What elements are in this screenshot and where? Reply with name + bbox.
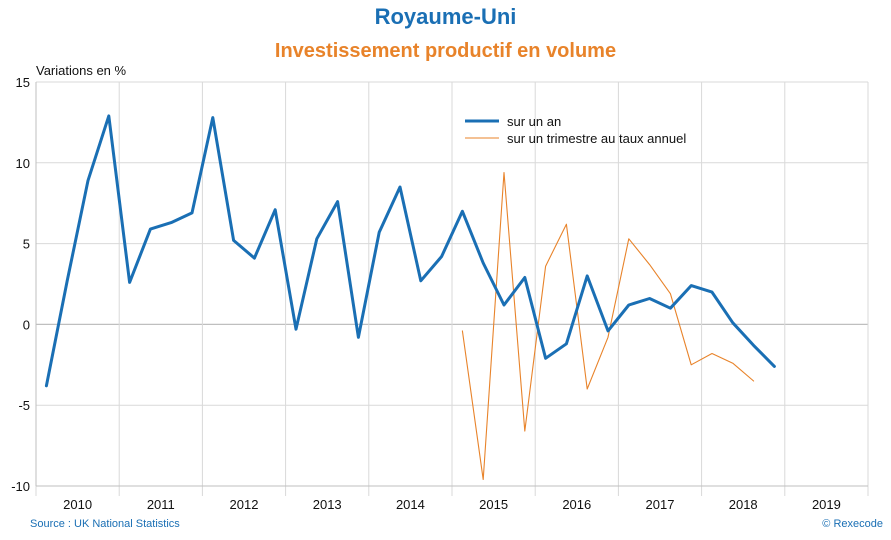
y-axis-label: Variations en % — [36, 63, 127, 78]
legend: sur un an sur un trimestre au taux annuel — [465, 114, 686, 146]
axes: 15 10 5 0 -5 -10 2010 2011 2012 2013 2014 2015 2016 2… — [11, 75, 868, 512]
source-note: Source : UK National Statistics — [30, 518, 180, 530]
series-line-annual — [44, 114, 776, 388]
x-tick-label: 2014 — [396, 497, 425, 512]
x-tick-label: 2013 — [313, 497, 342, 512]
x-tick-label: 2019 — [812, 497, 841, 512]
x-tick-label: 2017 — [646, 497, 675, 512]
legend-label: sur un an — [507, 114, 561, 129]
y-tick-label: -10 — [11, 479, 30, 494]
y-tick-label: 5 — [23, 237, 30, 252]
y-tick-label: 0 — [23, 317, 30, 332]
x-tick-label: 2012 — [230, 497, 259, 512]
copyright-credit: © Rexecode — [822, 518, 883, 530]
series-line-quarterly — [461, 171, 755, 481]
y-tick-label: -5 — [18, 398, 30, 413]
legend-label: sur un trimestre au taux annuel — [507, 131, 686, 146]
chart-subtitle: Investissement productif en volume — [274, 40, 617, 62]
series-layer — [44, 114, 776, 481]
x-tick-label: 2011 — [147, 497, 175, 512]
x-tick-label: 2010 — [63, 497, 92, 512]
x-tick-label: 2015 — [479, 497, 508, 512]
chart-title: Royaume-Uni — [374, 4, 517, 29]
x-tick-label: 2016 — [562, 497, 591, 512]
x-tick-label: 2018 — [729, 497, 758, 512]
y-tick-label: 15 — [16, 75, 30, 90]
y-tick-label: 10 — [16, 156, 30, 171]
grid-lines — [35, 81, 869, 496]
